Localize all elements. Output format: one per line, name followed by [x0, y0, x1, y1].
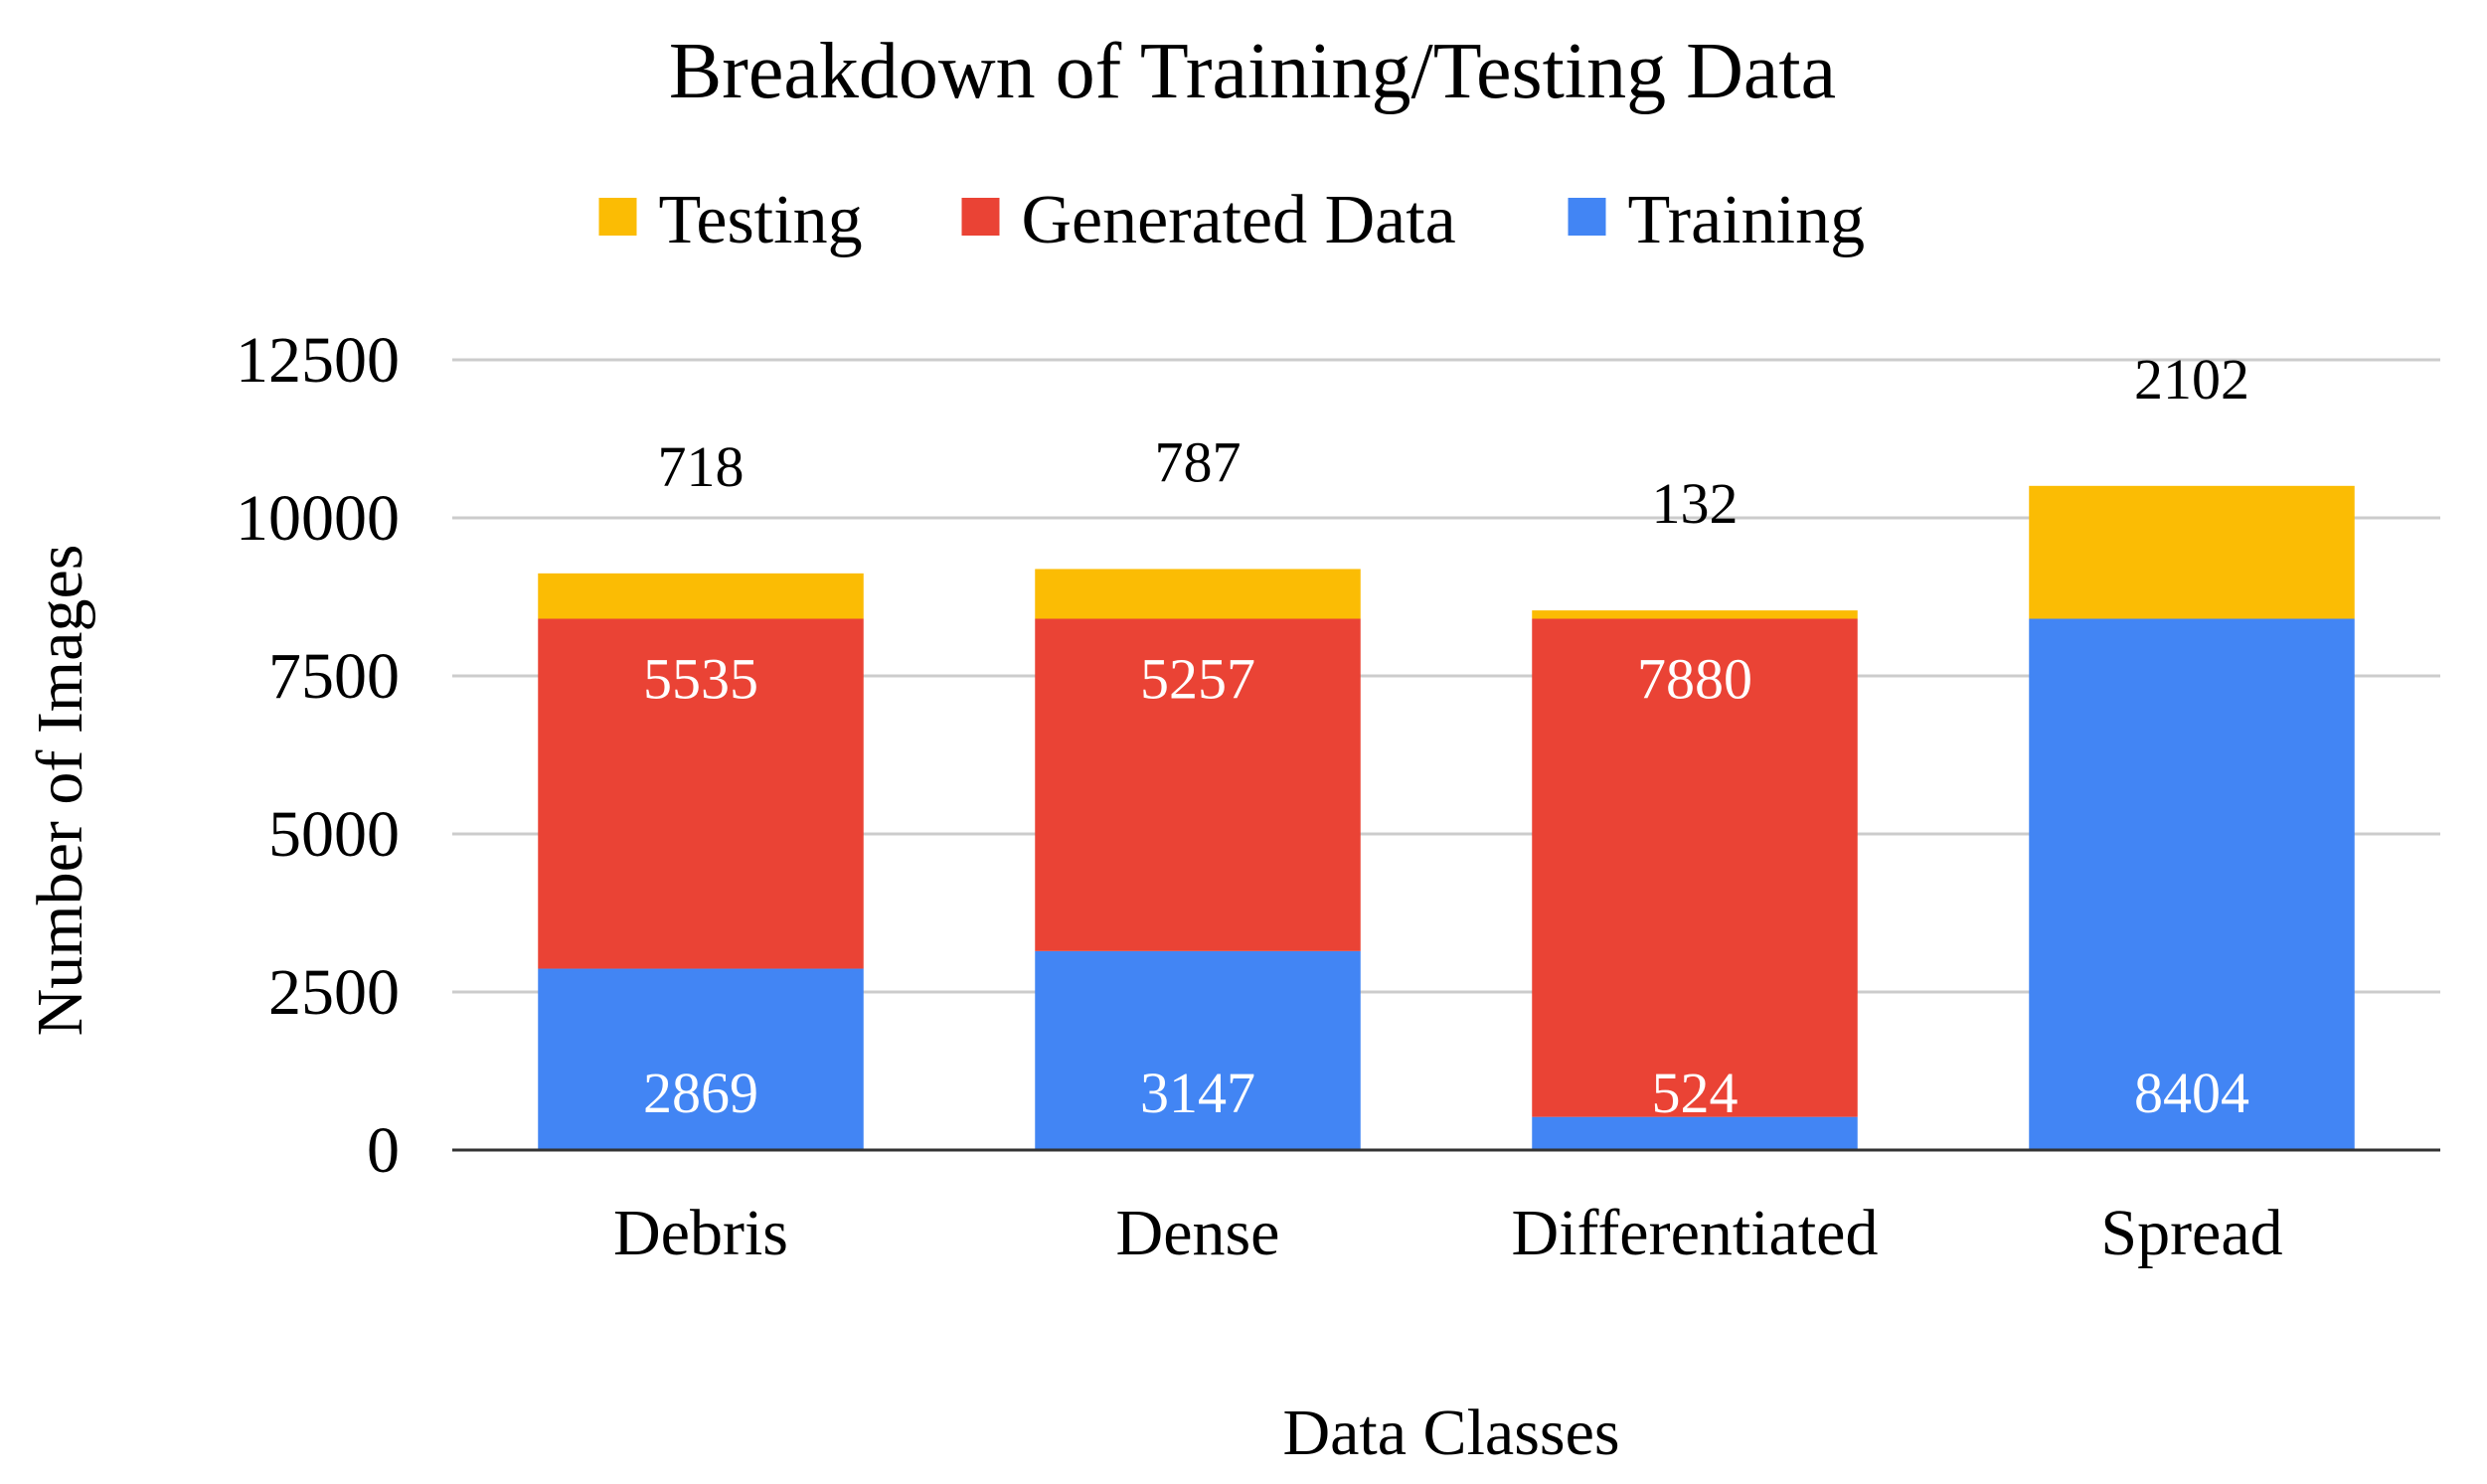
legend-swatch-training	[1568, 198, 1606, 236]
value-label-testing-dense: 787	[1155, 429, 1242, 494]
bar-training-spread	[2029, 618, 2355, 1150]
value-label-training-differentiated: 524	[1652, 1061, 1739, 1125]
bar-generated-data-dense	[1035, 618, 1361, 951]
y-axis-ticks: 0 2500 5000 7500 10000 12500	[236, 324, 400, 1187]
value-label-generated-data-debris: 5535	[643, 647, 758, 712]
y-tick-label: 0	[367, 1114, 400, 1187]
bar-training-differentiated	[1532, 1116, 1858, 1150]
legend-label-training: Training	[1628, 182, 1866, 258]
y-tick-label: 5000	[268, 798, 400, 871]
y-axis-label: Number of Images	[24, 545, 96, 1037]
x-tick-label-debris: Debris	[613, 1197, 788, 1269]
value-labels: 2869 5535 718 3147 5257 787 524 7880 132 8404 2102	[643, 347, 2249, 1125]
bar-generated-data-debris	[538, 618, 864, 969]
bar-testing-dense	[1035, 569, 1361, 619]
legend-swatch-generated-data	[961, 198, 1000, 236]
bars	[538, 485, 2355, 1150]
value-label-generated-data-dense: 5257	[1140, 647, 1255, 712]
value-label-testing-spread: 2102	[2134, 347, 2249, 412]
value-label-testing-debris: 718	[658, 434, 745, 499]
value-label-generated-data-differentiated: 7880	[1637, 647, 1752, 712]
legend: Testing Generated Data Training	[598, 182, 1866, 258]
legend-swatch-testing	[598, 198, 637, 236]
legend-label-generated-data: Generated Data	[1022, 182, 1456, 258]
bar-testing-differentiated	[1532, 610, 1858, 619]
legend-label-testing: Testing	[659, 182, 863, 258]
bar-training-debris	[538, 968, 864, 1150]
x-tick-label-dense: Dense	[1116, 1197, 1280, 1269]
bar-training-dense	[1035, 950, 1361, 1150]
y-tick-label: 7500	[268, 640, 400, 713]
bar-testing-debris	[538, 573, 864, 619]
x-tick-label-spread: Spread	[2100, 1197, 2282, 1269]
y-tick-label: 10000	[236, 482, 400, 555]
value-label-training-debris: 2869	[643, 1061, 758, 1125]
value-label-testing-differentiated: 132	[1652, 471, 1739, 536]
y-tick-label: 2500	[268, 956, 400, 1029]
value-label-training-dense: 3147	[1140, 1061, 1255, 1125]
bar-testing-spread	[2029, 485, 2355, 619]
x-axis-ticks: Debris Dense Differentiated Spread	[613, 1197, 2283, 1269]
x-axis-label: Data Classes	[1282, 1397, 1619, 1469]
y-tick-label: 12500	[236, 324, 400, 397]
bar-generated-data-differentiated	[1532, 618, 1858, 1117]
chart-title: Breakdown of Training/Testing Data	[669, 28, 1836, 115]
value-label-training-spread: 8404	[2134, 1061, 2249, 1125]
x-tick-label-differentiated: Differentiated	[1512, 1197, 1879, 1269]
